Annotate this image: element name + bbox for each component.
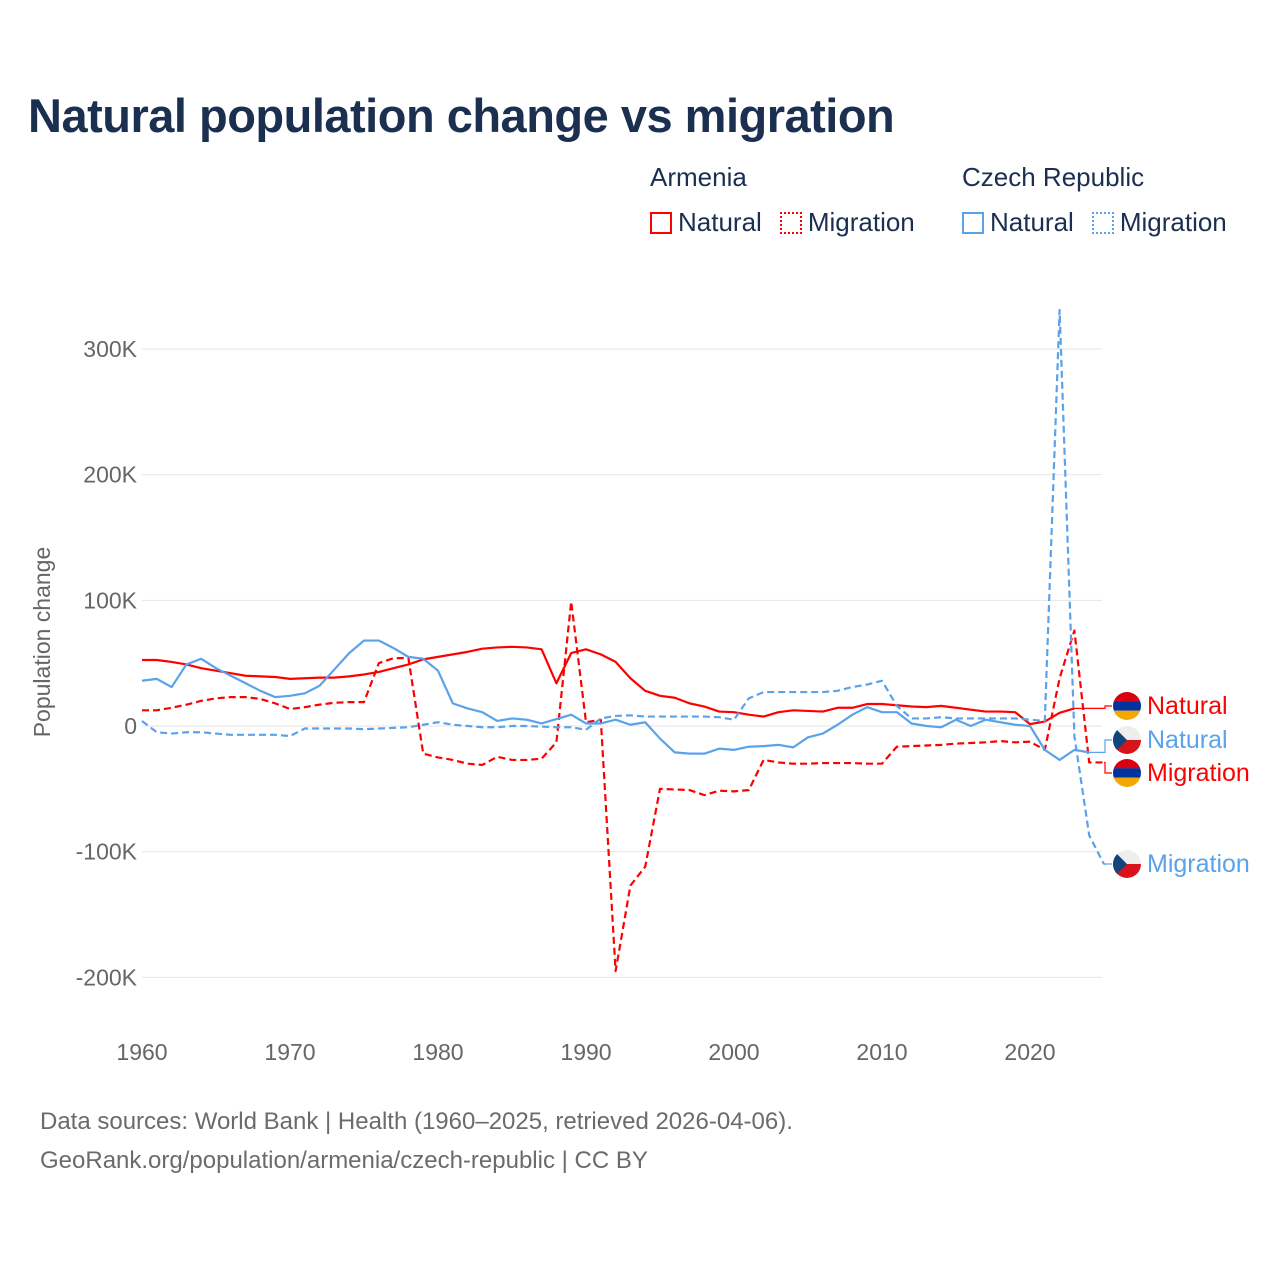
legend-label: Migration — [1119, 207, 1227, 237]
legend-label: Migration — [807, 207, 915, 237]
flag-body — [1113, 850, 1141, 878]
x-tick-label: 1990 — [560, 1039, 611, 1065]
legend-item-czech-migration[interactable]: Migration — [1091, 207, 1227, 238]
dotted-swatch-icon — [1091, 211, 1114, 234]
line-chart: -200K -100K 0 100K 200K 300K 1960 1970 1980 1990 2… — [29, 308, 1250, 1065]
flag-stripe — [1113, 768, 1141, 778]
legend-group-title: Armenia — [650, 162, 747, 192]
solid-swatch-icon — [962, 211, 984, 234]
y-tick-label: 100K — [83, 587, 137, 613]
series-line-armenia-migration — [142, 600, 1104, 973]
footer-attribution[interactable]: GeoRank.org/population/armenia/czech-rep… — [40, 1147, 648, 1174]
x-tick-label: 1980 — [412, 1039, 463, 1065]
legend-group-title: Czech Republic — [962, 162, 1145, 192]
series-line-armenia-natural — [142, 645, 1075, 726]
y-axis-label: Population change — [29, 547, 55, 738]
legend-item-armenia-migration[interactable]: Migration — [779, 207, 915, 238]
y-tick-label: -200K — [76, 964, 138, 990]
end-label: Natural — [1147, 692, 1228, 720]
dotted-swatch-icon — [779, 211, 802, 234]
legend-item-czech-natural[interactable]: Natural — [962, 207, 1074, 238]
x-tick-label: 2010 — [856, 1039, 907, 1065]
flag-body — [1113, 759, 1141, 787]
legend-group-armenia: Armenia Natural Migration — [650, 162, 915, 238]
x-tick-label: 1960 — [116, 1039, 167, 1065]
y-tick-label: -100K — [76, 839, 138, 865]
x-tick-label: 2020 — [1004, 1039, 1055, 1065]
flag-stripe — [1113, 759, 1141, 769]
legend-item-armenia-natural[interactable]: Natural — [650, 207, 762, 238]
end-label: Migration — [1147, 759, 1250, 787]
label-leader-line — [1104, 761, 1112, 774]
end-label: Migration — [1147, 850, 1250, 878]
chart-title: Natural population change vs migration — [28, 89, 895, 142]
x-tick-label: 2000 — [708, 1039, 759, 1065]
y-tick-label: 300K — [83, 336, 137, 362]
flag-stripe — [1113, 777, 1141, 787]
series-line-czech-republic-migration — [141, 308, 1105, 865]
legend-label: Natural — [990, 207, 1074, 237]
y-tick-label: 200K — [83, 462, 137, 488]
armenia-flag-icon — [1113, 692, 1141, 720]
czech-flag-icon — [1113, 850, 1141, 878]
solid-swatch-icon — [650, 211, 672, 234]
end-label: Natural — [1147, 726, 1228, 754]
footer-sources: Data sources: World Bank | Health (1960–… — [40, 1108, 793, 1135]
series-line-czech-republic-natural — [141, 639, 1090, 762]
flag-stripe — [1113, 692, 1141, 702]
flag-stripe — [1113, 701, 1141, 711]
y-tick-label: 0 — [124, 713, 137, 739]
armenia-flag-icon — [1113, 759, 1141, 787]
flag-body — [1113, 726, 1141, 754]
czech-flag-icon — [1113, 726, 1141, 754]
legend-label: Natural — [678, 207, 762, 237]
flag-stripe — [1113, 710, 1141, 720]
flag-triangle — [1113, 850, 1127, 878]
legend-group-czech: Czech Republic Natural Migration — [962, 162, 1227, 238]
label-leader-line — [1089, 739, 1112, 753]
label-leader-line — [1074, 705, 1112, 710]
flag-body — [1113, 692, 1141, 720]
x-tick-label: 1970 — [264, 1039, 315, 1065]
flag-triangle — [1113, 726, 1127, 754]
